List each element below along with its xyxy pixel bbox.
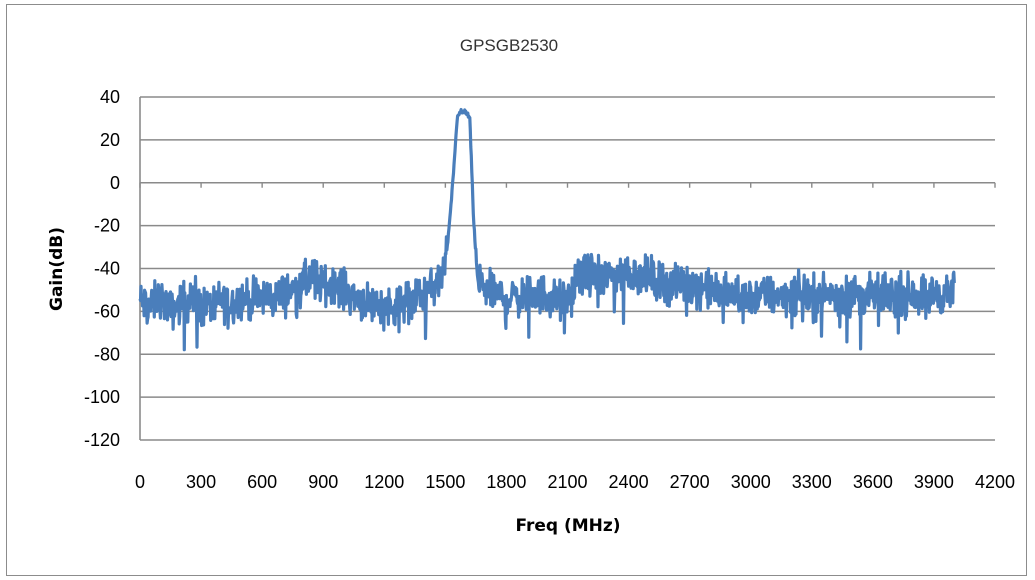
y-tick-label: -60 xyxy=(94,301,120,321)
y-tick-label: -100 xyxy=(84,387,120,407)
y-tick-label: -20 xyxy=(94,216,120,236)
x-tick-label: 300 xyxy=(186,472,216,492)
gridlines xyxy=(140,96,995,441)
x-tick-label: 900 xyxy=(308,472,338,492)
x-tick-label: 2100 xyxy=(547,472,587,492)
series-layer xyxy=(138,107,956,352)
y-tick-label: 20 xyxy=(100,130,120,150)
x-tick-label: 1500 xyxy=(425,472,465,492)
chart-title: GPSGB2530 xyxy=(460,36,558,55)
x-tick-label: 2700 xyxy=(670,472,710,492)
x-tick-label: 3300 xyxy=(792,472,832,492)
y-tick-label: -40 xyxy=(94,259,120,279)
x-tick-label: 3900 xyxy=(914,472,954,492)
y-tick-label: 0 xyxy=(110,173,120,193)
x-tick-label: 0 xyxy=(135,472,145,492)
x-tick-label: 1800 xyxy=(486,472,526,492)
y-tick-label: 40 xyxy=(100,87,120,107)
y-tick-label: -80 xyxy=(94,344,120,364)
series-line-gain xyxy=(138,107,956,352)
x-tick-label: 1200 xyxy=(364,472,404,492)
x-tick-label: 3600 xyxy=(853,472,893,492)
y-axis-label: Gain(dB) xyxy=(47,227,67,311)
x-tick-label: 3000 xyxy=(731,472,771,492)
axes xyxy=(139,97,996,440)
tick-labels: 40 20 0 -20 -40 -60 -80 -100 -120 0 300 600 900 1200 1… xyxy=(84,87,1015,492)
x-tick-label: 4200 xyxy=(975,472,1015,492)
x-tick-label: 600 xyxy=(247,472,277,492)
x-tick-label: 2400 xyxy=(609,472,649,492)
y-tick-label: -120 xyxy=(84,430,120,450)
x-axis-label: Freq (MHz) xyxy=(515,516,620,536)
